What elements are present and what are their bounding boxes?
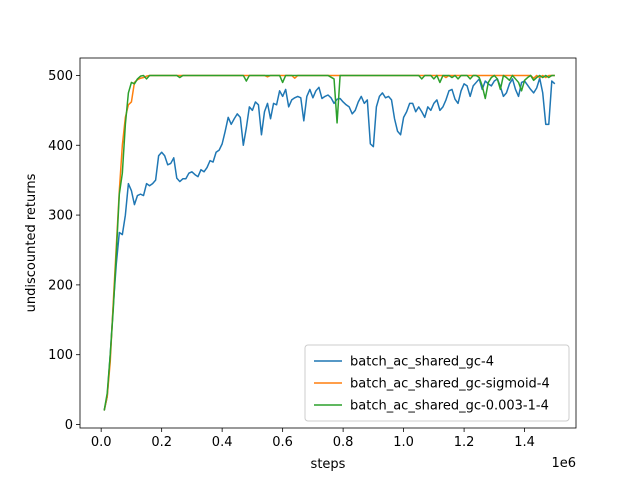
- y-tick-label: 200: [48, 278, 73, 293]
- y-tick-label: 400: [48, 139, 73, 154]
- legend-label-0: batch_ac_shared_gc-4: [350, 355, 494, 370]
- y-tick-label: 100: [48, 348, 73, 363]
- y-axis-label: undiscounted returns: [24, 173, 39, 312]
- y-axis: 0 100 200 300 400 500: [48, 69, 80, 433]
- x-axis: 0.0 0.2 0.4 0.6 0.8 1.0 1.2 1.4: [91, 428, 535, 450]
- legend-label-1: batch_ac_shared_gc-sigmoid-4: [350, 377, 550, 392]
- legend-label-2: batch_ac_shared_gc-0.003-1-4: [350, 399, 549, 414]
- series-lines: [103, 74, 556, 411]
- x-tick-label: 1.0: [393, 435, 414, 450]
- x-offset-label: 1e6: [551, 456, 576, 471]
- x-tick-label: 0.2: [151, 435, 172, 450]
- y-tick-label: 300: [48, 209, 73, 224]
- x-tick-label: 0.0: [91, 435, 112, 450]
- x-tick-label: 0.4: [212, 435, 233, 450]
- series-line-2: [103, 74, 555, 411]
- x-tick-label: 0.6: [272, 435, 293, 450]
- x-tick-label: 0.8: [333, 435, 354, 450]
- x-axis-label: steps: [311, 457, 346, 472]
- x-tick-label: 1.2: [454, 435, 475, 450]
- x-tick-label: 1.4: [514, 435, 535, 450]
- legend: batch_ac_shared_gc-4 batch_ac_shared_gc-s…: [304, 344, 570, 422]
- y-tick-label: 500: [48, 69, 73, 84]
- y-tick-label: 0: [65, 418, 73, 433]
- legend-box: [304, 344, 570, 422]
- plot-frame: [79, 57, 577, 429]
